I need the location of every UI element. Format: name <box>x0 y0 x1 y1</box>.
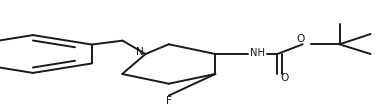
Text: NH: NH <box>250 48 265 58</box>
Text: F: F <box>166 96 172 106</box>
Text: O: O <box>280 73 289 83</box>
Text: N: N <box>136 47 144 57</box>
Text: O: O <box>296 34 305 44</box>
